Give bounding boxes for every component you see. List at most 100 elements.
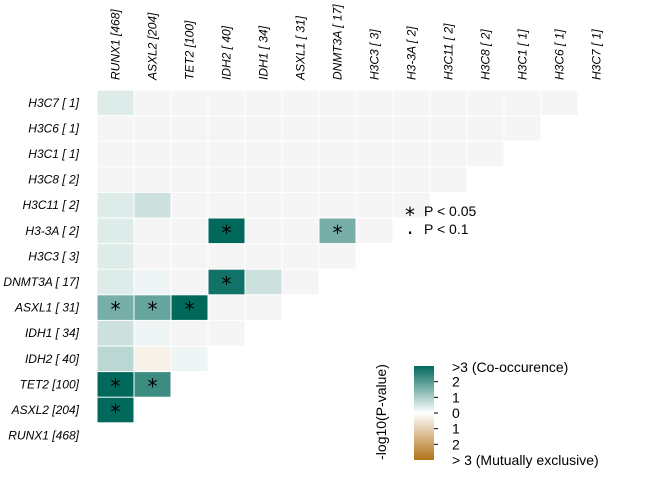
sig-legend-symbol: * [405,203,415,227]
cell-dnmt3a-x-idh2 [208,269,245,295]
cell-h3c8-x-asxl1 [282,167,319,192]
column-label-h3c3: H3C3 [ 3] [368,29,382,80]
cell-h3c7-x-h3c1 [504,90,541,116]
cell-h3c6-x-runx1 [97,116,134,141]
cell-h3c6-x-dnmt3a [319,116,356,141]
cell-tet2-x-asxl2 [134,372,171,397]
column-labels: RUNX1 [468] ASXL2 [204] TET2 [100] IDH2 [ 4… [109,4,604,81]
cell-h3c7-x-h3c6 [541,90,578,116]
cell-h3c11-x-idh2 [208,192,245,218]
cell-h3c6-x-tet2 [171,116,208,141]
column-label-h3c8: H3C8 [ 2] [479,29,493,80]
cell-asxl1-x-idh2 [208,295,245,320]
cell-h3c3-x-idh2 [208,244,245,269]
column-label-idh2: IDH2 [ 40] [220,25,234,80]
cell-h3c11-x-h3c3 [356,192,393,218]
cell-idh2-x-asxl2 [134,346,171,372]
cell-h3-3a-x-h3c3 [356,218,393,244]
cell-h3c7-x-h3c3 [356,90,393,116]
column-label-runx1: RUNX1 [468] [109,9,123,80]
cell-h3c1-x-h3c3 [356,141,393,167]
cell-h3c6-x-h3c11 [430,116,467,141]
cell-h3c3-x-idh1 [245,244,282,269]
cell-h3c11-x-runx1 [97,192,134,218]
cell-h3c1-x-asxl1 [282,141,319,167]
cell-h3c1-x-asxl2 [134,141,171,167]
cell-h3-3a-x-dnmt3a [319,218,356,244]
cell-h3c1-x-idh2 [208,141,245,167]
cell-asxl1-x-tet2 [171,295,208,320]
cell-h3c6-x-asxl1 [282,116,319,141]
cell-h3c6-x-h3c8 [467,116,504,141]
colorbar-title: -log10(P-value) [373,364,389,460]
column-label-h3c1: H3C1 [ 1] [516,29,530,80]
cell-h3c3-x-tet2 [171,244,208,269]
cell-h3c8-x-h3c11 [430,167,467,192]
column-label-idh1: IDH1 [ 34] [257,25,271,80]
colorbar-bottom-label: > 3 (Mutually exclusive) [452,452,599,468]
column-label-asxl1: ASXL1 [ 31] [294,15,308,81]
cell-h3c6-x-idh2 [208,116,245,141]
row-label-h3c6: H3C6 [ 1] [28,121,79,135]
colorbar-tick-label: 2 [452,436,460,452]
cell-h3c7-x-runx1 [97,90,134,116]
cell-h3c1-x-h3c8 [467,141,504,167]
cell-h3-3a-x-idh2 [208,218,245,244]
cell-h3c7-x-asxl1 [282,90,319,116]
cell-h3c8-x-tet2 [171,167,208,192]
cell-h3c3-x-asxl1 [282,244,319,269]
significance-star: * [111,298,121,322]
cell-dnmt3a-x-idh1 [245,269,282,295]
cell-h3c7-x-dnmt3a [319,90,356,116]
cell-h3c8-x-idh1 [245,167,282,192]
cell-h3c8-x-dnmt3a [319,167,356,192]
column-label-tet2: TET2 [100] [183,20,197,80]
row-label-h3c11: H3C11 [ 2] [23,198,80,212]
row-label-idh2: IDH2 [ 40] [25,352,80,366]
cell-h3c11-x-h3-3a [393,192,430,218]
colorbar-tick-label: 1 [452,421,460,437]
column-label-h3c7: H3C7 [ 1] [590,29,604,80]
significance-star: * [333,221,343,245]
cell-h3c7-x-asxl2 [134,90,171,116]
cell-asxl1-x-runx1 [97,295,134,320]
cell-h3-3a-x-tet2 [171,218,208,244]
colorbar-tick-label: 1 [452,389,460,405]
significance-markers: ** ** * *** * [111,221,343,424]
cell-idh1-x-asxl2 [134,320,171,346]
cell-dnmt3a-x-asxl2 [134,269,171,295]
significance-star: * [148,298,158,322]
cell-h3-3a-x-asxl1 [282,218,319,244]
cell-h3c7-x-idh2 [208,90,245,116]
column-label-h3-3a: H3-3A [ 2] [405,26,419,80]
cell-h3c8-x-h3-3a [393,167,430,192]
cell-h3c8-x-asxl2 [134,167,171,192]
cell-idh2-x-runx1 [97,346,134,372]
row-label-asxl2: ASXL2 [204] [11,403,80,417]
cell-h3c1-x-dnmt3a [319,141,356,167]
row-label-dnmt3a: DNMT3A [ 17] [3,275,79,289]
significance-legend: * P < 0.05 · P < 0.1 [405,203,477,245]
cell-asxl2-x-runx1 [97,397,134,423]
column-label-dnmt3a: DNMT3A [ 17] [331,4,345,80]
cell-h3c11-x-asxl1 [282,192,319,218]
cell-h3-3a-x-runx1 [97,218,134,244]
cell-h3c7-x-h3c11 [430,90,467,116]
significance-star: * [111,400,121,424]
row-label-asxl1: ASXL1 [ 31] [14,301,80,315]
colorbar-gradient [414,366,434,460]
row-label-tet2: TET2 [100] [20,377,80,391]
row-label-h3c1: H3C1 [ 1] [28,147,79,161]
cell-idh1-x-tet2 [171,320,208,346]
cell-h3c3-x-runx1 [97,244,134,269]
cell-h3c1-x-h3c11 [430,141,467,167]
significance-star: * [222,221,232,245]
column-label-h3c11: H3C11 [ 2] [442,23,456,80]
row-label-h3c7: H3C7 [ 1] [28,96,79,110]
cell-idh2-x-tet2 [171,346,208,372]
colorbar-top-label: >3 (Co-occurence) [452,359,568,375]
column-label-asxl2: ASXL2 [204] [146,12,160,81]
cell-h3-3a-x-asxl2 [134,218,171,244]
cell-h3c1-x-runx1 [97,141,134,167]
